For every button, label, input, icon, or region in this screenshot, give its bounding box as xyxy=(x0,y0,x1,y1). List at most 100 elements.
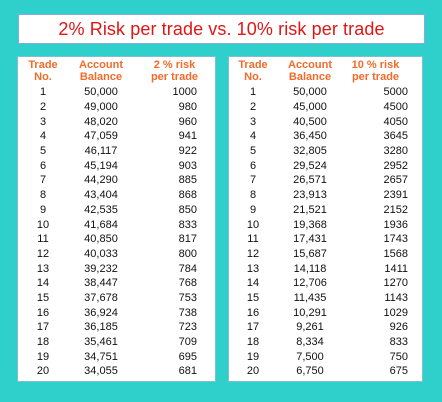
table-body: 1 50,000 1000 2 49,000 980 3 48,020 960 4 47,059 94… xyxy=(18,85,215,379)
risk-amount-cell: 1936 xyxy=(383,218,408,231)
table-row: 3 40,500 4050 xyxy=(229,114,422,129)
account-balance-cell: 49,000 xyxy=(84,101,118,114)
risk-amount-cell: 2657 xyxy=(383,174,408,187)
header-risk-per-trade: 10 % risk per trade xyxy=(351,59,400,83)
trade-no-cell: 15 xyxy=(36,291,50,304)
table-row: 16 36,924 738 xyxy=(18,305,215,320)
risk-amount-cell: 885 xyxy=(178,174,197,187)
risk-amount-cell: 675 xyxy=(389,365,408,378)
risk-amount-cell: 4500 xyxy=(383,101,408,114)
trade-no-cell: 14 xyxy=(246,277,260,290)
trade-no-cell: 12 xyxy=(36,247,50,260)
risk-amount-cell: 850 xyxy=(178,203,197,216)
table-row: 11 40,850 817 xyxy=(18,232,215,247)
trade-no-cell: 18 xyxy=(246,336,260,349)
risk-amount-cell: 3645 xyxy=(383,130,408,143)
risk-10-percent-panel: Trade No. Account Balance 10 % risk per … xyxy=(228,56,423,382)
trade-no-cell: 19 xyxy=(36,350,50,363)
risk-amount-cell: 681 xyxy=(178,365,197,378)
account-balance-cell: 50,000 xyxy=(293,86,327,99)
table-row: 8 23,913 2391 xyxy=(229,188,422,203)
table-row: 1 50,000 1000 xyxy=(18,85,215,100)
table-row: 20 6,750 675 xyxy=(229,364,422,379)
risk-amount-cell: 926 xyxy=(389,321,408,334)
trade-no-cell: 12 xyxy=(246,247,260,260)
account-balance-cell: 14,118 xyxy=(293,262,327,275)
account-balance-cell: 23,913 xyxy=(293,189,327,202)
account-balance-cell: 44,290 xyxy=(84,174,118,187)
risk-amount-cell: 903 xyxy=(178,159,197,172)
risk-amount-cell: 709 xyxy=(178,336,197,349)
trade-no-cell: 16 xyxy=(36,306,50,319)
trade-no-cell: 7 xyxy=(249,174,257,187)
table-row: 9 42,535 850 xyxy=(18,203,215,218)
table-row: 13 39,232 784 xyxy=(18,261,215,276)
account-balance-cell: 38,447 xyxy=(84,277,118,290)
trade-no-cell: 3 xyxy=(39,115,47,128)
table-header-row: Trade No. Account Balance 2 % risk per t… xyxy=(18,57,215,85)
risk-amount-cell: 1143 xyxy=(384,291,408,304)
risk-amount-cell: 738 xyxy=(178,306,197,319)
account-balance-cell: 45,194 xyxy=(84,159,118,172)
table-row: 1 50,000 5000 xyxy=(229,85,422,100)
account-balance-cell: 35,461 xyxy=(84,336,118,349)
table-row: 10 19,368 1936 xyxy=(229,217,422,232)
table-header-row: Trade No. Account Balance 10 % risk per … xyxy=(229,57,422,85)
trade-no-cell: 11 xyxy=(247,233,259,246)
risk-amount-cell: 753 xyxy=(178,291,197,304)
risk-amount-cell: 1270 xyxy=(383,277,408,290)
account-balance-cell: 36,450 xyxy=(293,130,327,143)
trade-no-cell: 16 xyxy=(246,306,260,319)
table-row: 8 43,404 868 xyxy=(18,188,215,203)
risk-amount-cell: 980 xyxy=(178,101,197,114)
account-balance-cell: 15,687 xyxy=(293,247,327,260)
page-title: 2% Risk per trade vs. 10% risk per trade xyxy=(58,18,385,39)
account-balance-cell: 50,000 xyxy=(84,86,118,99)
risk-amount-cell: 868 xyxy=(178,189,197,202)
table-row: 2 49,000 980 xyxy=(18,100,215,115)
risk-amount-cell: 800 xyxy=(178,247,197,260)
header-account-balance: Account Balance xyxy=(79,59,123,83)
risk-amount-cell: 2391 xyxy=(383,189,408,202)
trade-no-cell: 11 xyxy=(37,233,49,246)
trade-no-cell: 13 xyxy=(36,262,50,275)
trade-no-cell: 15 xyxy=(246,291,260,304)
table-row: 11 17,431 1743 xyxy=(229,232,422,247)
risk-amount-cell: 2152 xyxy=(383,203,408,216)
trade-no-cell: 10 xyxy=(246,218,260,231)
trade-no-cell: 20 xyxy=(36,365,50,378)
account-balance-cell: 47,059 xyxy=(84,130,118,143)
account-balance-cell: 41,684 xyxy=(84,218,118,231)
account-balance-cell: 34,751 xyxy=(84,350,118,363)
risk-amount-cell: 1568 xyxy=(383,247,408,260)
table-row: 16 10,291 1029 xyxy=(229,305,422,320)
table-row: 6 45,194 903 xyxy=(18,158,215,173)
table-body: 1 50,000 5000 2 45,000 4500 3 40,500 4050 4 36,450… xyxy=(229,85,422,379)
trade-no-cell: 19 xyxy=(246,350,260,363)
trade-no-cell: 13 xyxy=(246,262,260,275)
account-balance-cell: 40,500 xyxy=(293,115,327,128)
table-row: 5 32,805 3280 xyxy=(229,144,422,159)
risk-amount-cell: 1000 xyxy=(172,86,197,99)
table-row: 15 11,435 1143 xyxy=(229,291,422,306)
risk-amount-cell: 817 xyxy=(178,233,197,246)
trade-no-cell: 8 xyxy=(249,189,257,202)
trade-no-cell: 6 xyxy=(249,159,257,172)
trade-no-cell: 17 xyxy=(36,321,50,334)
table-row: 17 9,261 926 xyxy=(229,320,422,335)
account-balance-cell: 36,924 xyxy=(84,306,118,319)
trade-no-cell: 10 xyxy=(36,218,50,231)
table-row: 5 46,117 922 xyxy=(18,144,215,159)
account-balance-cell: 43,404 xyxy=(84,189,118,202)
table-row: 12 40,033 800 xyxy=(18,247,215,262)
trade-no-cell: 1 xyxy=(249,86,257,99)
risk-amount-cell: 960 xyxy=(178,115,197,128)
table-row: 17 36,185 723 xyxy=(18,320,215,335)
risk-amount-cell: 4050 xyxy=(383,115,408,128)
table-row: 15 37,678 753 xyxy=(18,291,215,306)
account-balance-cell: 12,706 xyxy=(293,277,327,290)
trade-no-cell: 4 xyxy=(39,130,47,143)
trade-no-cell: 14 xyxy=(36,277,50,290)
table-row: 13 14,118 1411 xyxy=(229,261,422,276)
risk-amount-cell: 833 xyxy=(178,218,197,231)
